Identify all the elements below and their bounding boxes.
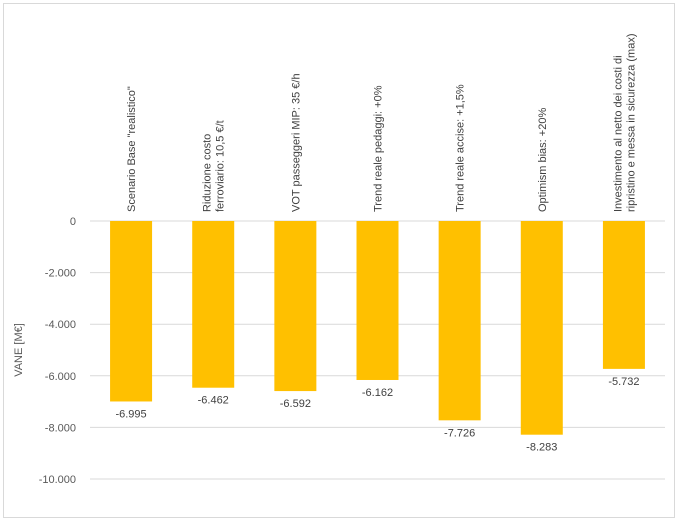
- y-tick-label: -4.000: [45, 319, 76, 331]
- data-label: -6.462: [198, 395, 229, 407]
- bar: [602, 221, 645, 369]
- y-tick-label: -2.000: [45, 268, 76, 280]
- y-tick-label: -6.000: [45, 371, 76, 383]
- data-label: -6.995: [115, 408, 146, 420]
- category-label: Trend reale pedaggi: +0%: [373, 85, 385, 212]
- data-label: -5.732: [608, 376, 639, 388]
- bars: [110, 221, 645, 435]
- category-label: Trend reale accise: +1,5%: [455, 84, 467, 212]
- category-label: ripristino e messa in sicurezza (max): [625, 34, 637, 213]
- y-axis-label: VANE [M€]: [13, 323, 25, 377]
- data-label: -7.726: [444, 427, 475, 439]
- data-label: -6.592: [280, 398, 311, 410]
- y-tick-label: -8.000: [45, 422, 76, 434]
- category-label: Investimento al netto dei costi di: [612, 55, 624, 212]
- data-label: -8.283: [526, 442, 557, 454]
- bar: [438, 221, 481, 421]
- data-label: -6.162: [362, 387, 393, 399]
- category-label: VOT passeggeri MIP: 35 €/h: [290, 73, 302, 212]
- category-labels: Scenario Base "realistico" Riduzione cost…: [126, 34, 637, 213]
- category-label: Scenario Base "realistico": [126, 86, 138, 212]
- bar: [192, 221, 235, 388]
- y-axis-ticks: 0 -2.000 -4.000 -6.000 -8.000 -10.000: [39, 216, 76, 486]
- bar: [274, 221, 317, 392]
- y-tick-label: 0: [70, 216, 76, 228]
- category-label: Riduzione costo: [202, 134, 214, 212]
- category-label: Optimism bias: +20%: [537, 108, 549, 212]
- y-tick-label: -10.000: [39, 474, 76, 486]
- gridlines: [90, 220, 665, 480]
- bar: [356, 221, 399, 380]
- bar: [110, 221, 153, 402]
- bar: [520, 221, 563, 435]
- category-label: ferroviario: 10,5 €/t: [215, 120, 227, 212]
- data-labels: -6.995 -6.462 -6.592 -6.162 -7.726 -8.283 -5.7…: [115, 376, 639, 454]
